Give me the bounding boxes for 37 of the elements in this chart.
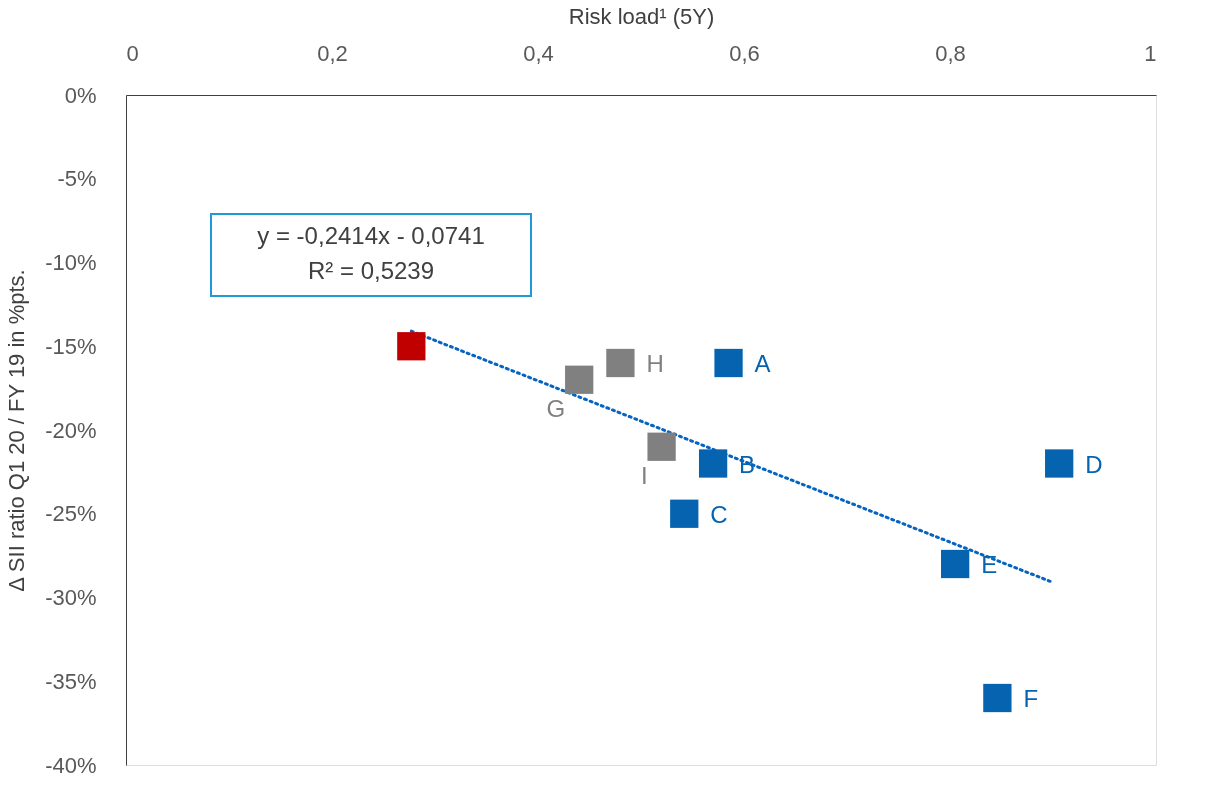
x-axis-title: Risk load¹ (5Y) xyxy=(568,3,715,29)
y-tick-label: -25% xyxy=(45,501,97,527)
y-tick-label: -10% xyxy=(45,250,97,275)
point xyxy=(941,549,970,579)
annotation: y = -0,2414x - 0,0741 xyxy=(257,222,485,249)
data-label: G xyxy=(546,394,566,422)
data-label: E xyxy=(981,551,998,578)
y-tick-label: -40% xyxy=(45,752,97,778)
y-tick-label: -15% xyxy=(45,333,97,359)
x-tick-label: 0 xyxy=(126,40,139,66)
point xyxy=(565,365,594,394)
y-tick-label: -35% xyxy=(45,668,97,694)
y-tick-label: -5% xyxy=(57,166,97,192)
point xyxy=(1045,449,1074,478)
point xyxy=(714,348,743,378)
x-tick-label: 0,6 xyxy=(729,40,760,66)
data-label: C xyxy=(710,500,728,528)
data-label: I xyxy=(640,461,648,489)
x-tick-label: 0,2 xyxy=(317,40,348,66)
data-label: D xyxy=(1085,450,1103,478)
x-tick-label: 0,4 xyxy=(523,40,554,66)
annotation: R² = 0,5239 xyxy=(307,257,435,284)
point xyxy=(698,449,728,478)
y-tick-label: -20% xyxy=(45,417,97,443)
y-axis-title: Δ SII ratio Q1 20 / FY 19 in %pts. xyxy=(4,269,30,592)
x-tick-label: 0,8 xyxy=(935,40,966,66)
y-tick-label: 0% xyxy=(64,82,97,108)
point xyxy=(670,499,699,528)
point xyxy=(647,432,676,461)
x-tick-label: 1 xyxy=(1144,40,1157,66)
point xyxy=(606,348,635,378)
point xyxy=(397,332,426,361)
data-label: H xyxy=(646,350,664,377)
point xyxy=(983,683,1012,713)
y-tick-label: -30% xyxy=(45,585,97,610)
data-label: A xyxy=(754,350,771,377)
data-label: F xyxy=(1023,685,1039,712)
